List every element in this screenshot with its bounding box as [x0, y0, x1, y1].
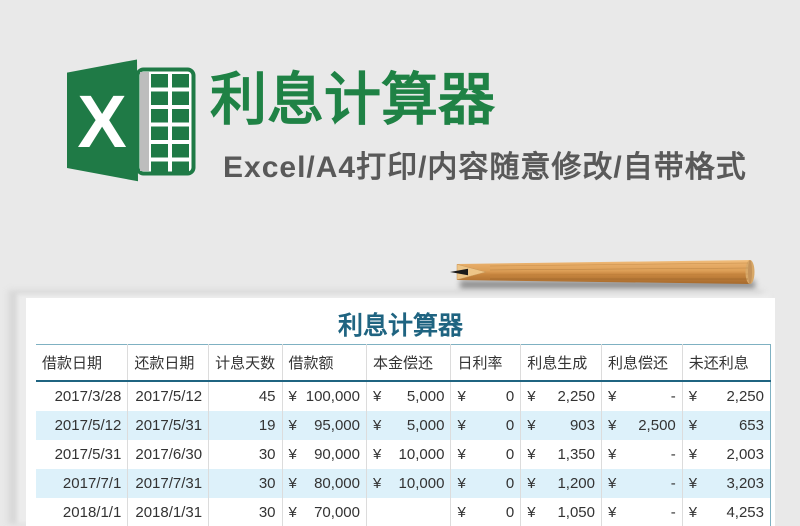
- svg-text:X: X: [77, 80, 126, 163]
